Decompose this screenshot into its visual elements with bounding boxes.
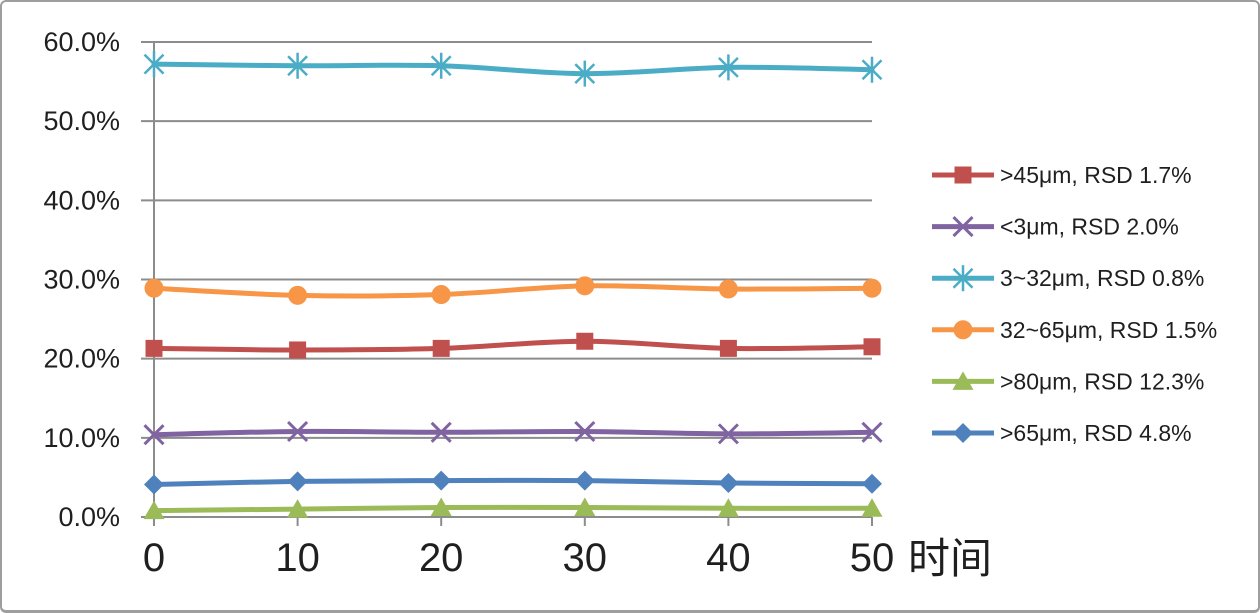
legend-label: <3μm, RSD 2.0% <box>1000 214 1179 240</box>
marker-square-icon <box>576 332 594 350</box>
marker-x-icon <box>143 424 165 446</box>
legend-label: 3~32μm, RSD 0.8% <box>1000 265 1204 291</box>
marker-asterisk-icon <box>718 54 739 81</box>
series-5 <box>144 470 882 495</box>
legend-label: >80μm, RSD 12.3% <box>1000 368 1204 394</box>
x-tick-label: 30 <box>563 536 608 580</box>
marker-circle-icon <box>144 278 164 298</box>
y-tick-label: 20.0% <box>43 344 120 374</box>
y-tick-label: 40.0% <box>43 185 120 215</box>
marker-triangle-icon <box>574 497 596 516</box>
marker-x-icon <box>287 420 309 443</box>
y-axis-tick-labels: 0.0% 10.0% 20.0% 30.0% 40.0% 50.0% 60.0% <box>43 27 120 532</box>
x-tick-label: 50 <box>850 536 895 580</box>
x-tick-label: 10 <box>275 536 320 580</box>
marker-square-icon <box>432 339 450 357</box>
legend-label: 32~65μm, RSD 1.5% <box>1000 317 1217 343</box>
marker-square-icon <box>719 339 737 357</box>
marker-asterisk-icon <box>574 60 596 87</box>
series-0 <box>145 332 881 359</box>
marker-circle-icon <box>288 285 308 305</box>
marker-triangle-icon <box>717 498 739 517</box>
marker-diamond-icon <box>144 474 164 495</box>
y-tick-label: 50.0% <box>43 106 120 136</box>
marker-circle-icon <box>575 276 595 296</box>
axes <box>153 42 873 526</box>
marker-diamond-icon <box>431 470 452 491</box>
marker-asterisk-icon <box>143 51 165 78</box>
y-tick-label: 30.0% <box>43 265 120 295</box>
marker-triangle-icon <box>952 371 974 390</box>
marker-square-icon <box>145 339 163 357</box>
legend-item: <3μm, RSD 2.0% <box>932 214 1179 240</box>
legend-item: >80μm, RSD 12.3% <box>932 368 1204 394</box>
marker-x-icon <box>861 421 883 443</box>
marker-circle-icon <box>718 279 738 299</box>
marker-diamond-icon <box>862 473 882 494</box>
legend-label: >45μm, RSD 1.7% <box>1000 162 1192 188</box>
legend-item: >45μm, RSD 1.7% <box>932 162 1192 188</box>
y-tick-label: 60.0% <box>43 27 120 57</box>
x-axis-tick-labels: 0 10 20 30 40 50 <box>143 536 894 580</box>
legend-item: >65μm, RSD 4.8% <box>932 420 1192 446</box>
series-3 <box>144 276 882 305</box>
series-lines <box>143 51 883 520</box>
marker-diamond-icon <box>287 471 308 492</box>
marker-circle-icon <box>953 320 973 340</box>
series-line <box>151 61 875 77</box>
legend-item: 3~32μm, RSD 0.8% <box>932 265 1204 292</box>
marker-x-icon <box>717 423 739 445</box>
marker-asterisk-icon <box>430 52 452 79</box>
series-line <box>151 283 875 299</box>
marker-square-icon <box>289 341 307 359</box>
marker-triangle-icon <box>287 499 309 518</box>
marker-diamond-icon <box>574 470 595 491</box>
legend-label: >65μm, RSD 4.8% <box>1000 420 1192 446</box>
marker-square-icon <box>863 338 881 356</box>
marker-square-icon <box>954 166 972 184</box>
series-1 <box>143 420 883 446</box>
y-tick-label: 0.0% <box>58 502 120 532</box>
marker-triangle-icon <box>861 498 883 517</box>
gridlines <box>141 41 872 518</box>
marker-circle-icon <box>862 278 882 298</box>
marker-diamond-icon <box>953 423 973 443</box>
marker-circle-icon <box>431 285 451 305</box>
legend: >45μm, RSD 1.7% <3μm, RSD 2.0% 3~32μm, RSD… <box>932 162 1217 446</box>
legend-item: 32~65μm, RSD 1.5% <box>932 317 1217 343</box>
marker-triangle-icon <box>430 497 452 516</box>
series-4 <box>143 497 883 520</box>
marker-x-icon <box>574 420 596 443</box>
marker-asterisk-icon <box>287 52 308 79</box>
series-line <box>151 338 875 353</box>
marker-diamond-icon <box>718 472 739 493</box>
x-tick-label: 20 <box>419 536 464 580</box>
series-2 <box>143 51 883 87</box>
x-tick-label: 0 <box>143 536 165 580</box>
series-line <box>151 477 875 488</box>
y-tick-label: 10.0% <box>43 423 120 453</box>
marker-asterisk-icon <box>952 265 974 292</box>
x-axis-title: 时间 <box>908 535 992 582</box>
marker-x-icon <box>952 216 974 238</box>
marker-x-icon <box>430 421 452 443</box>
marker-triangle-icon <box>143 500 165 520</box>
series-line <box>151 428 875 438</box>
series-line <box>151 504 875 514</box>
x-tick-label: 40 <box>706 536 751 580</box>
marker-asterisk-icon <box>861 56 883 83</box>
